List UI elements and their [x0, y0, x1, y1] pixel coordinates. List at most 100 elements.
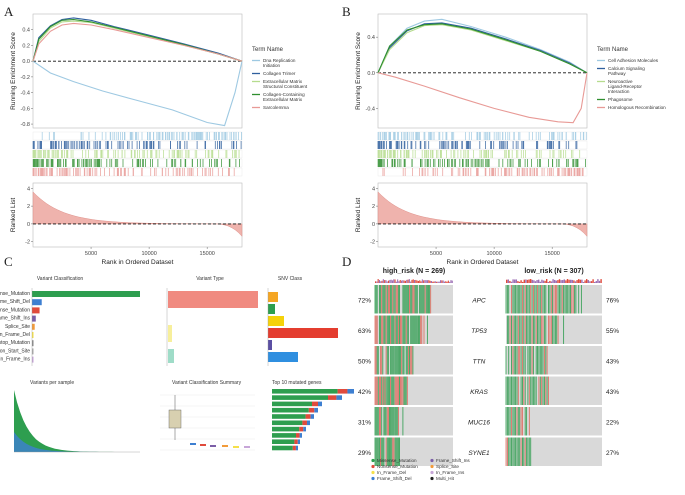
top-gene-bar-fs [318, 401, 322, 407]
oncoplot-other-hits [381, 285, 432, 314]
oncoplot-burden-bar [536, 280, 538, 283]
oncoplot-burden-bar [554, 279, 556, 283]
legend-label: Structural Constituent [263, 84, 308, 89]
barcode-strip-bg [377, 140, 588, 150]
top-gene-bar [272, 389, 338, 394]
es-series-line [377, 23, 588, 74]
oncoplot-burden-bar [407, 279, 409, 283]
ranked-ytick-label: -2 [370, 240, 375, 246]
oncoplot-burden-bar [582, 281, 585, 283]
variant-type-bar-snp [168, 291, 258, 308]
oncoplot-burden-bar [399, 279, 401, 283]
legend-title: Term Name [597, 47, 629, 53]
oncoplot-pct: 55% [606, 328, 619, 335]
oncoplot-burden-bar [394, 279, 396, 283]
oncoplot-burden-bar [506, 279, 508, 283]
legend-label: Interaction [608, 89, 630, 94]
variants-per-sample-area [14, 390, 140, 452]
oncoplot-legend-dot [430, 470, 434, 475]
snv-class-bar [268, 352, 298, 362]
maf-variant-classification-title: Variant Classification [37, 276, 84, 282]
ranked-ytick-label: 4 [372, 186, 375, 192]
barcode-strip-bg [32, 131, 243, 141]
variant-type-bar-ins [168, 349, 174, 363]
top-gene-bar-fs [314, 407, 318, 413]
es-ytick-label: 0.2 [22, 43, 30, 49]
ranked-ytick-label: 0 [372, 222, 375, 228]
oncoplot-burden-bar [547, 281, 549, 283]
oncoplot-burden-bar [546, 279, 548, 283]
oncoplot-burden-bar [573, 280, 575, 283]
oncoplot-burden-bar [416, 280, 418, 283]
oncoplot-missense-hits [374, 407, 404, 436]
es-ytick-label: -0.4 [366, 106, 375, 112]
barcode-hits [32, 168, 235, 176]
xtick-label: 5000 [85, 251, 97, 257]
xtick-label: 10000 [486, 251, 501, 257]
oncoplot-group-title: high_risk (N = 269) [383, 268, 445, 275]
barcode-strip-bg [377, 158, 588, 168]
oncoplot-burden-bar [589, 281, 591, 283]
oncoplot-burden-bar [414, 280, 416, 283]
barcode-hits [32, 159, 240, 167]
legend-label: Extracellular Matrix [263, 79, 303, 84]
oncoplot-burden-bar [510, 281, 513, 283]
top-gene-bar [272, 433, 296, 438]
barcode-hits [377, 159, 586, 167]
legend-label: Extracellular Matrix [263, 97, 303, 102]
oncoplot-gene-label: KRAS [470, 389, 488, 396]
oncoplot-burden-bar [578, 279, 580, 283]
oncoplot-burden-bar [438, 281, 440, 283]
oncoplot-burden-bar [388, 280, 390, 283]
oncoplot-legend-dot [371, 476, 375, 481]
oncoplot-burden-bar [550, 281, 553, 283]
top-gene-bar-nonsense [312, 401, 318, 407]
barcode-hits [32, 150, 240, 158]
oncoplot-other-hits [374, 376, 408, 405]
xlabel: Rank in Ordered Dataset [447, 259, 519, 266]
oncoplot-burden-bar [403, 280, 405, 283]
oncoplot-pct: 50% [358, 358, 371, 365]
ranked-ytick-label: 4 [27, 186, 30, 192]
oncoplot-missense-hits [505, 285, 582, 314]
snv-class-bar [268, 316, 284, 326]
oncoplot-burden-bar [436, 281, 438, 283]
oncoplot-burden-bar [539, 281, 541, 283]
es-series-line [32, 17, 243, 62]
es-ylabel: Running Enrichment Score [355, 32, 362, 110]
oncoplot-missense-hits [376, 346, 414, 375]
panel-letter-b: B [342, 4, 351, 19]
es-series-line [377, 18, 588, 74]
oncoplot-burden-bar [411, 279, 413, 283]
oncoplot-burden-bar [598, 280, 601, 283]
oncoplot-burden-bar [420, 281, 422, 283]
maf-category-label: Nonstop_Mutation [0, 340, 30, 346]
oncoplot-burden-bar [382, 279, 384, 283]
oncoplot-burden-bar [384, 280, 386, 283]
oncoplot-legend-dot [371, 464, 375, 469]
oncoplot-burden-bar [600, 279, 602, 283]
oncoplot-burden-bar [557, 280, 559, 283]
es-ytick-label: 0.4 [367, 35, 375, 41]
oncoplot-burden-bar [549, 280, 551, 283]
oncoplot-burden-bar [592, 279, 594, 283]
barcode-strip-bg [377, 131, 588, 141]
oncoplot-burden-bar [579, 279, 581, 283]
ranked-ytick-label: 2 [372, 204, 375, 210]
oncoplot-burden-bar [507, 279, 509, 283]
oncoplot-burden-bar [528, 279, 530, 283]
summary-mini-box [200, 444, 206, 446]
top-gene-bar-nonsense [294, 439, 298, 444]
oncoplot-burden-bar [533, 280, 535, 283]
xtick-label: 15000 [545, 251, 560, 257]
oncoplot-burden-bar [523, 279, 525, 283]
maf-category-label: Missense_Mutation [0, 291, 30, 297]
top-gene-bar [272, 426, 300, 432]
oncoplot-burden-bar [525, 279, 527, 283]
barcode-strip-bg [377, 167, 588, 177]
oncoplot-burden-bar [402, 280, 404, 283]
oncoplot-burden-bar [415, 279, 417, 283]
legend-label: Collagen-Containing [263, 92, 305, 97]
oncoplot-burden-bar [423, 280, 425, 283]
oncoplot-other-hits [512, 346, 548, 375]
